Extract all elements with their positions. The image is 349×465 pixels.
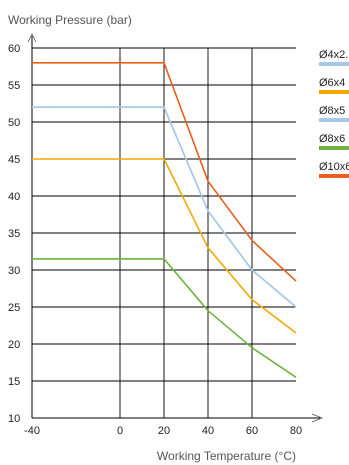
x-tick-label: 80 bbox=[290, 425, 302, 437]
y-tick-label: 25 bbox=[8, 302, 20, 314]
x-tick-label: 0 bbox=[117, 425, 123, 437]
y-tick-label: 30 bbox=[8, 265, 20, 277]
legend-swatch-4 bbox=[319, 146, 349, 150]
tick-labels: 10 15 20 25 30 35 40 45 50 55 60 -40 0 20 40 60 80 bbox=[8, 43, 302, 437]
y-tick-label: 10 bbox=[8, 413, 20, 425]
y-tick-label: 60 bbox=[8, 43, 20, 55]
legend-label-3: Ø8x5 bbox=[319, 105, 345, 117]
x-tick-label: 40 bbox=[202, 425, 214, 437]
legend: Ø4x2. Ø6x4 Ø8x5 Ø8x6 Ø10x6 bbox=[319, 49, 349, 178]
x-tick-label: -40 bbox=[24, 425, 40, 437]
series-lines bbox=[32, 61, 297, 378]
y-tick-label: 20 bbox=[8, 339, 20, 351]
x-axis-label: Working Temperature (°C) bbox=[157, 449, 296, 463]
y-tick-label: 15 bbox=[8, 376, 20, 388]
grid bbox=[32, 47, 296, 418]
legend-swatch-3 bbox=[319, 118, 349, 122]
y-axis-arrow bbox=[27, 33, 37, 43]
legend-label-5: Ø10x6 bbox=[319, 161, 349, 173]
legend-label-2: Ø6x4 bbox=[319, 77, 345, 89]
series-line-5 bbox=[32, 61, 297, 282]
legend-label-1: Ø4x2. bbox=[319, 49, 348, 61]
y-tick-label: 50 bbox=[8, 117, 20, 129]
x-tick-label: 20 bbox=[158, 425, 170, 437]
series-line-3 bbox=[32, 106, 297, 308]
series-line-4 bbox=[32, 258, 297, 378]
y-tick-label: 45 bbox=[8, 154, 20, 166]
series-line-2 bbox=[32, 158, 297, 334]
y-axis-label: Working Pressure (bar) bbox=[8, 13, 132, 27]
legend-swatch-1 bbox=[319, 62, 349, 66]
legend-swatch-2 bbox=[319, 90, 349, 94]
legend-label-4: Ø8x6 bbox=[319, 133, 345, 145]
y-tick-label: 35 bbox=[8, 228, 20, 240]
y-tick-label: 55 bbox=[8, 80, 20, 92]
y-tick-label: 40 bbox=[8, 191, 20, 203]
x-axis-arrow bbox=[311, 413, 324, 423]
x-tick-label: 60 bbox=[246, 425, 258, 437]
legend-swatch-5 bbox=[319, 174, 349, 178]
axes bbox=[27, 33, 324, 423]
